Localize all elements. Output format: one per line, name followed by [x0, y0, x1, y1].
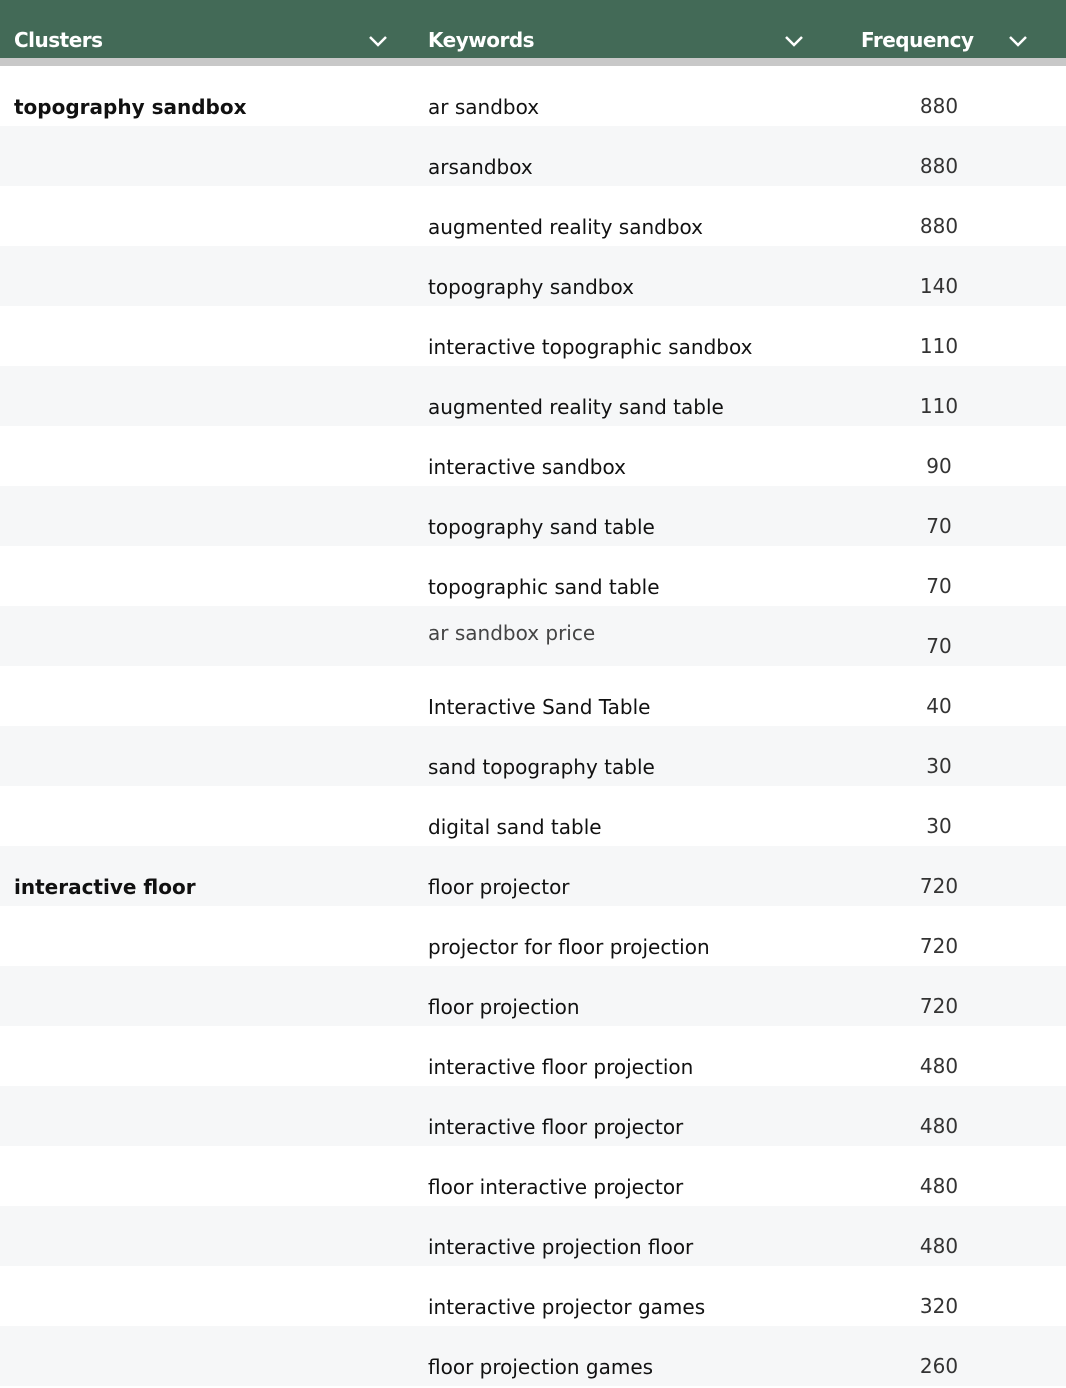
table-row[interactable]: augmented reality sandbox 880	[0, 186, 1066, 246]
frequency-cell: 480	[919, 1234, 959, 1258]
keyword-cell: topographic sand table	[428, 575, 660, 599]
cluster-cell: interactive floor	[14, 875, 196, 899]
keyword-cell: interactive projection floor	[428, 1235, 694, 1259]
frequency-cell: 880	[919, 94, 959, 118]
table-row[interactable]: floor projection games 260	[0, 1326, 1066, 1386]
column-header-keywords[interactable]: Keywords	[428, 28, 535, 52]
table-row[interactable]: interactive projection floor 480	[0, 1206, 1066, 1266]
table-row[interactable]: floor interactive projector 480	[0, 1146, 1066, 1206]
keyword-cell: interactive topographic sandbox	[428, 335, 753, 359]
keyword-cell: floor projector	[428, 875, 570, 899]
chevron-down-icon[interactable]	[783, 34, 805, 48]
keyword-cell: projector for floor projection	[428, 935, 710, 959]
column-header-clusters[interactable]: Clusters	[14, 28, 103, 52]
frequency-cell: 40	[926, 694, 952, 718]
frequency-cell: 320	[919, 1294, 959, 1318]
keyword-cell: interactive sandbox	[428, 455, 626, 479]
frequency-cell: 70	[926, 574, 952, 598]
keyword-cell: interactive floor projector	[428, 1115, 684, 1139]
frequency-cell: 90	[926, 454, 952, 478]
table-row[interactable]: topographic sand table 70	[0, 546, 1066, 606]
table-header: Clusters Keywords Frequency	[0, 0, 1066, 58]
keyword-cell: ar sandbox	[428, 95, 540, 119]
table-row[interactable]: projector for floor projection 720	[0, 906, 1066, 966]
keyword-cell: Interactive Sand Table	[428, 695, 651, 719]
table-row[interactable]: topography sandbox ar sandbox 880	[0, 66, 1066, 126]
table-row[interactable]: interactive topographic sandbox 110	[0, 306, 1066, 366]
table-row[interactable]: digital sand table 30	[0, 786, 1066, 846]
frequency-cell: 30	[926, 814, 952, 838]
cluster-cell: topography sandbox	[14, 95, 247, 119]
table-row[interactable]: arsandbox 880	[0, 126, 1066, 186]
frequency-cell: 720	[919, 994, 959, 1018]
table-row[interactable]: augmented reality sand table 110	[0, 366, 1066, 426]
frequency-cell: 720	[919, 934, 959, 958]
frequency-cell: 880	[919, 214, 959, 238]
keyword-cell: sand topography table	[428, 755, 655, 779]
table-row[interactable]: Interactive Sand Table 40	[0, 666, 1066, 726]
keyword-cell: topography sandbox	[428, 275, 634, 299]
keyword-cell: augmented reality sandbox	[428, 215, 703, 239]
table-row[interactable]: interactive floor projection 480	[0, 1026, 1066, 1086]
keyword-cell: floor interactive projector	[428, 1175, 684, 1199]
chevron-down-icon[interactable]	[1007, 34, 1029, 48]
keyword-cell: interactive projector games	[428, 1295, 706, 1319]
keyword-cell: augmented reality sand table	[428, 395, 724, 419]
keyword-cell: floor projection	[428, 995, 580, 1019]
chevron-down-icon[interactable]	[367, 34, 389, 48]
frequency-cell: 260	[919, 1354, 959, 1378]
table-row[interactable]: sand topography table 30	[0, 726, 1066, 786]
frequency-cell: 880	[919, 154, 959, 178]
keyword-cell: digital sand table	[428, 815, 602, 839]
keyword-cell: arsandbox	[428, 155, 533, 179]
frequency-cell: 30	[926, 754, 952, 778]
header-separator	[0, 58, 1066, 66]
frequency-cell: 110	[919, 394, 959, 418]
table-row[interactable]: interactive floor floor projector 720	[0, 846, 1066, 906]
frequency-cell: 110	[919, 334, 959, 358]
table-row[interactable]: ar sandbox price 70	[0, 606, 1066, 666]
frequency-cell: 70	[926, 634, 952, 658]
table-row[interactable]: interactive projector games 320	[0, 1266, 1066, 1326]
column-header-frequency[interactable]: Frequency	[861, 28, 974, 52]
frequency-cell: 480	[919, 1114, 959, 1138]
frequency-cell: 480	[919, 1054, 959, 1078]
table-row[interactable]: interactive floor projector 480	[0, 1086, 1066, 1146]
keyword-cell: topography sand table	[428, 515, 655, 539]
table-row[interactable]: floor projection 720	[0, 966, 1066, 1026]
keyword-cell: floor projection games	[428, 1355, 654, 1379]
table-row[interactable]: topography sand table 70	[0, 486, 1066, 546]
frequency-cell: 480	[919, 1174, 959, 1198]
keyword-cell: ar sandbox price	[428, 621, 596, 645]
frequency-cell: 720	[919, 874, 959, 898]
table-row[interactable]: topography sandbox 140	[0, 246, 1066, 306]
frequency-cell: 70	[926, 514, 952, 538]
frequency-cell: 140	[919, 274, 959, 298]
table-row[interactable]: interactive sandbox 90	[0, 426, 1066, 486]
keyword-cell: interactive floor projection	[428, 1055, 694, 1079]
table-body: topography sandbox ar sandbox 880 arsandbox…	[0, 66, 1066, 1386]
